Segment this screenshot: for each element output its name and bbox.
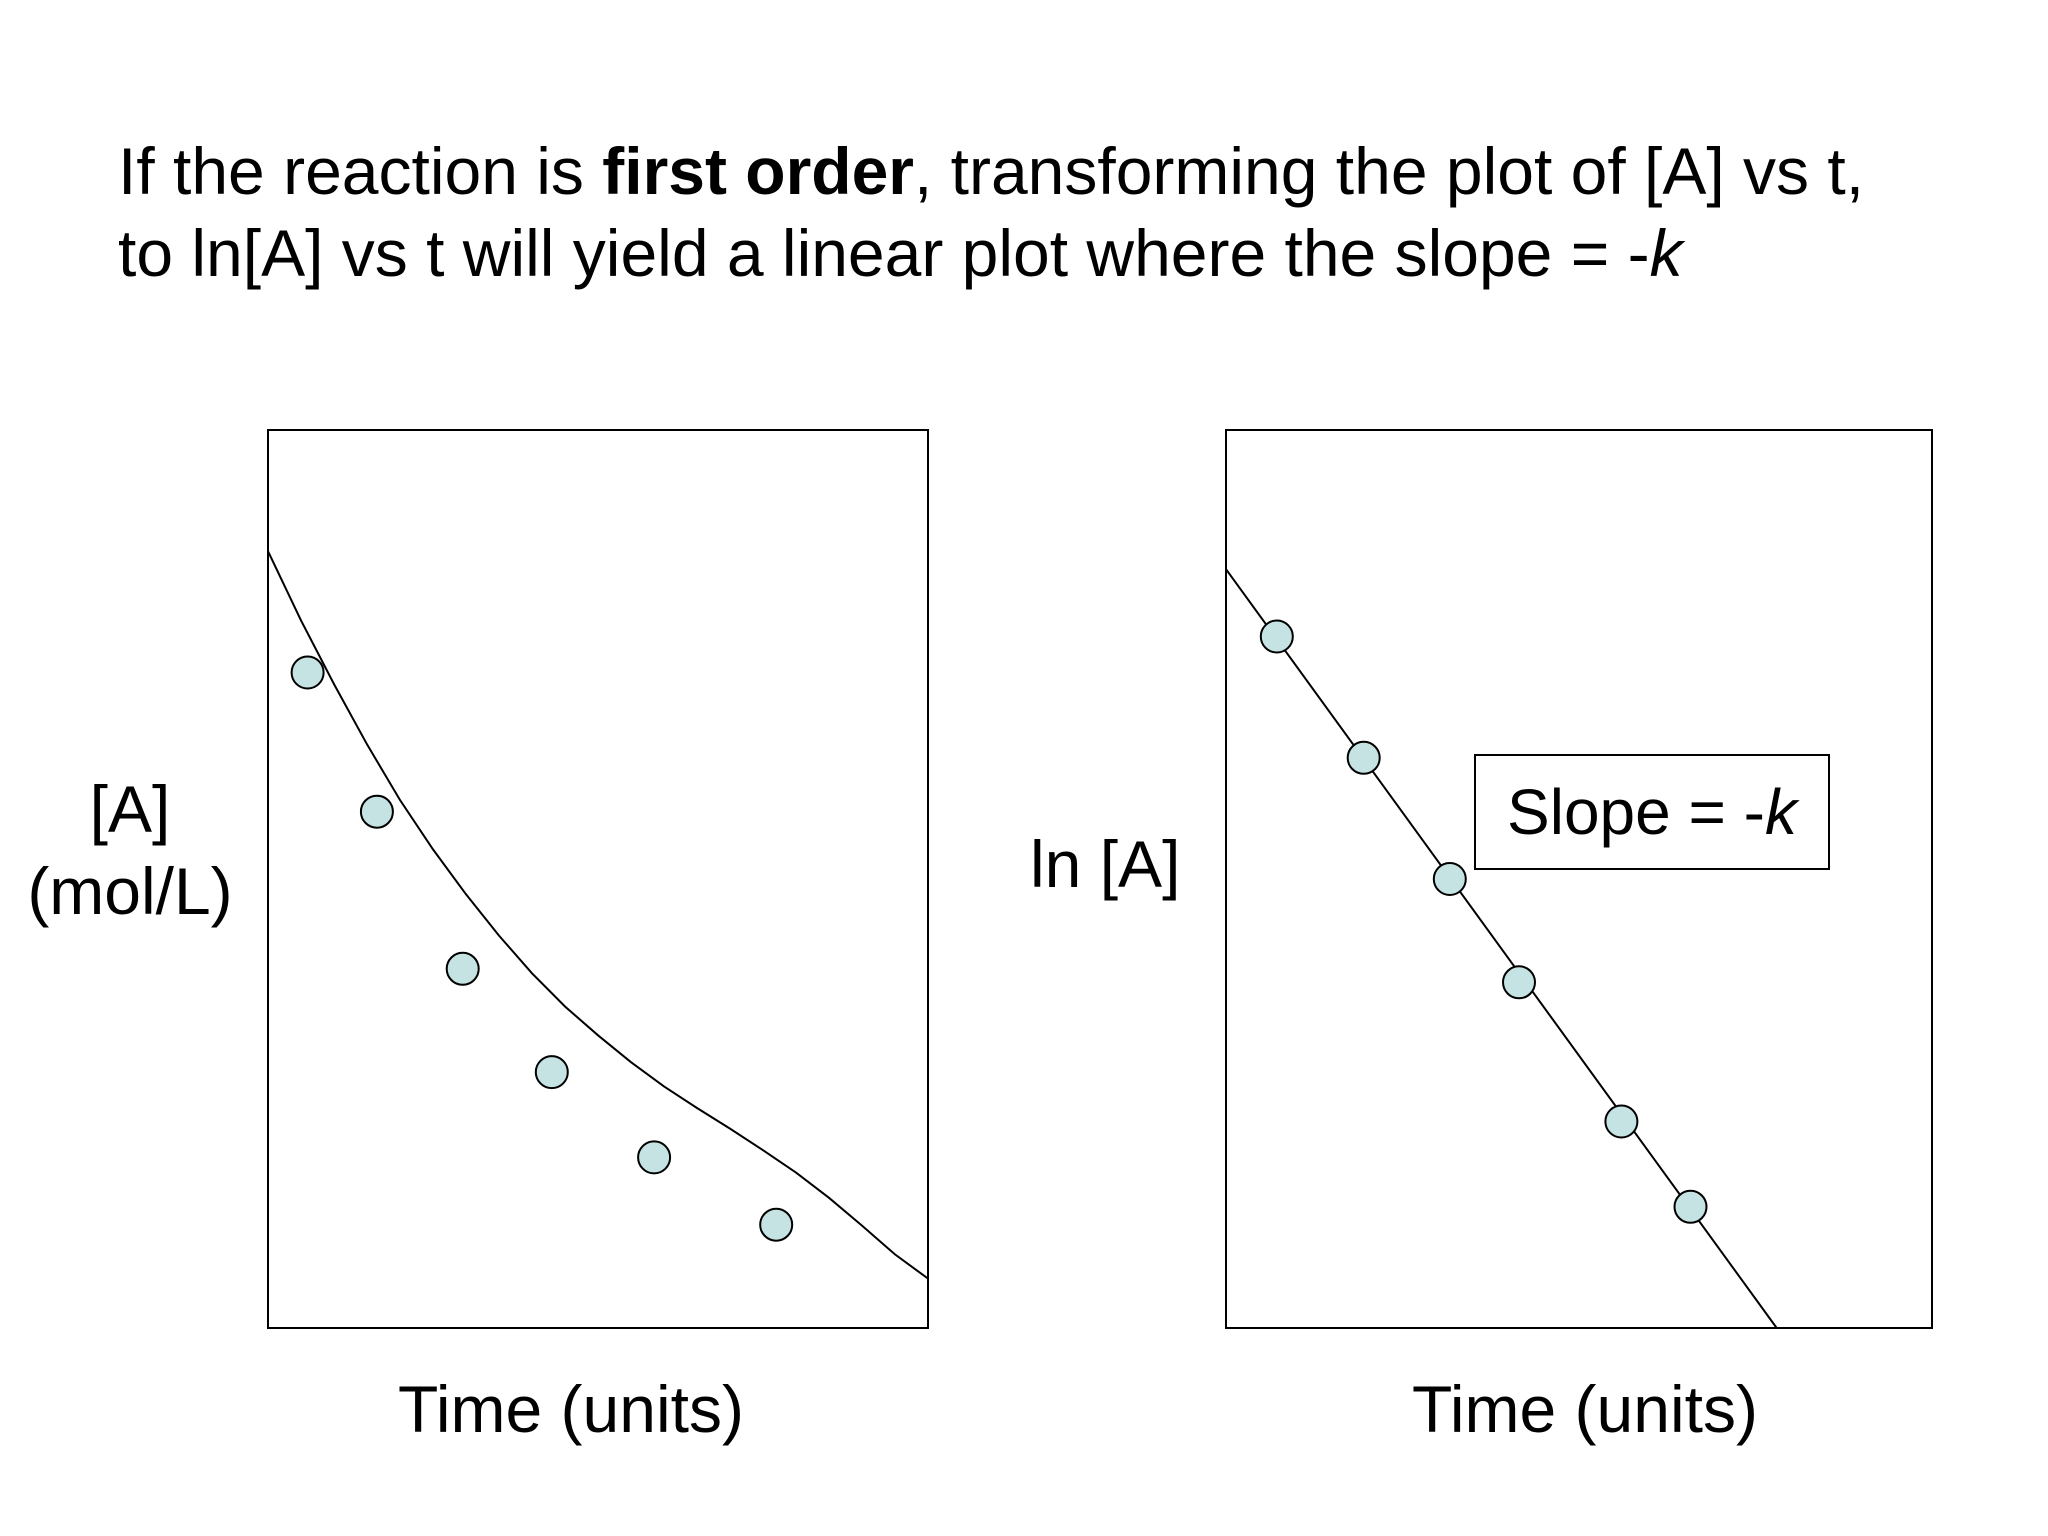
x-axis-label-right: Time (units) — [1412, 1372, 1758, 1446]
x-axis-label-left: Time (units) — [398, 1372, 744, 1446]
heading-emphasis: first order — [602, 134, 914, 208]
y-axis-label-left-line2: (mol/L) — [27, 854, 233, 928]
data-point — [445, 951, 480, 986]
plot-frame — [267, 429, 929, 1329]
data-point — [1673, 1189, 1708, 1224]
data-point — [290, 655, 325, 690]
plot-concentration-vs-time — [267, 429, 929, 1329]
data-point — [1259, 619, 1294, 654]
data-point — [359, 794, 394, 829]
data-point — [759, 1207, 794, 1242]
heading-text-2: , transforming the plot of [A] vs t, — [913, 134, 1865, 208]
data-point — [1604, 1104, 1639, 1139]
slope-annotation-k: k — [1764, 776, 1797, 848]
slide-heading: If the reaction is first order, transfor… — [118, 130, 1998, 294]
data-point — [1432, 862, 1467, 896]
plot-frame — [1225, 429, 1933, 1329]
y-axis-label-left-line1: [A] — [89, 772, 171, 846]
slope-annotation-text: Slope = - — [1507, 776, 1765, 848]
y-axis-label-right: ln [A] — [1030, 827, 1181, 901]
data-point — [1346, 740, 1381, 775]
y-axis-label-left: [A] (mol/L) — [10, 768, 250, 932]
plot-ln-concentration-vs-time — [1225, 429, 1933, 1329]
heading-italic-k: k — [1649, 216, 1683, 290]
data-point — [1502, 965, 1536, 1000]
heading-text-3: to ln[A] vs t will yield a linear plot w… — [118, 216, 1650, 290]
heading-text-1: If the reaction is — [118, 134, 603, 208]
data-point — [637, 1140, 672, 1175]
decay-curve — [267, 550, 929, 1280]
data-point — [534, 1055, 569, 1090]
slope-annotation: Slope = -k — [1474, 754, 1830, 870]
